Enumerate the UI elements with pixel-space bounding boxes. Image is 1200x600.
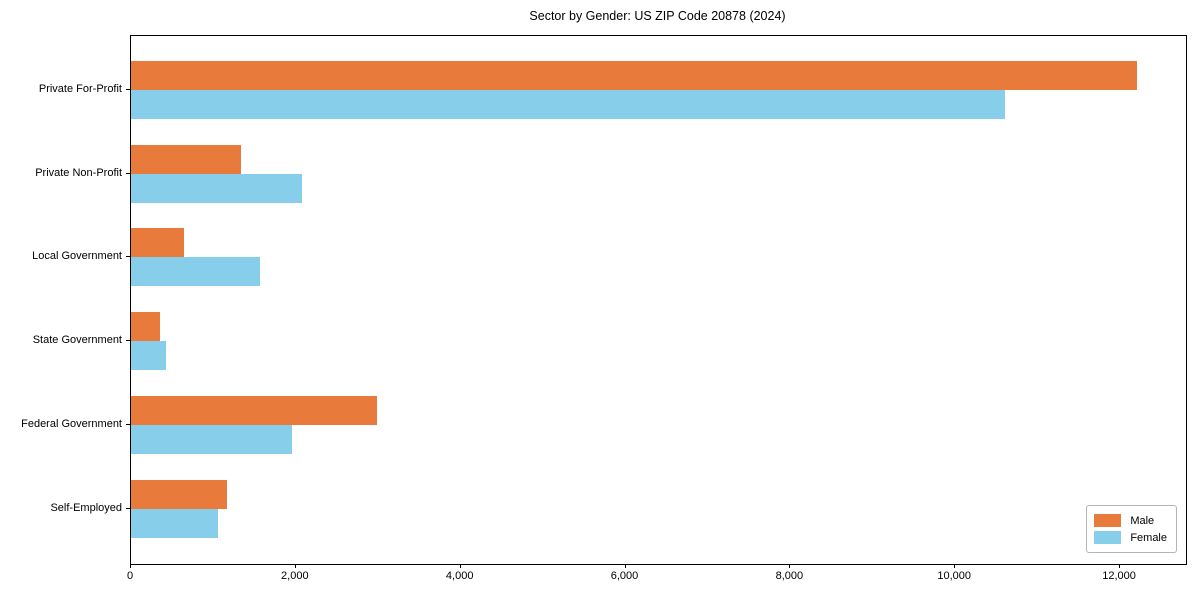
bar-female-federal-government: [131, 425, 292, 455]
y-tick-label-private-non-profit: Private Non-Profit: [35, 166, 122, 179]
bar-female-state-government: [131, 341, 167, 371]
chart-title: Sector by Gender: US ZIP Code 20878 (202…: [529, 9, 786, 23]
y-tick-mark-private-non-profit: [126, 172, 130, 174]
bar-male-self-employed: [131, 480, 228, 509]
bar-female-local-government: [131, 257, 260, 287]
bar-female-private-non-profit: [131, 173, 302, 203]
x-tick-label-6000: 6,000: [610, 570, 639, 582]
x-tick-mark-0: [130, 564, 131, 568]
bar-male-local-government: [131, 228, 184, 258]
y-tick-label-private-for-profit: Private For-Profit: [38, 82, 122, 95]
y-tick-mark-self-employed: [126, 508, 130, 509]
x-tick-mark-8000: [789, 564, 791, 568]
y-tick-label-state-government: State Government: [32, 334, 122, 347]
x-tick-label-2000: 2,000: [281, 570, 309, 582]
y-tick-mark-private-for-profit: [126, 88, 130, 90]
y-tick-mark-federal-government: [126, 424, 130, 426]
legend-entry-female: Female: [1094, 529, 1167, 546]
bar-female-self-employed: [131, 509, 219, 538]
x-tick-mark-6000: [624, 564, 626, 568]
legend-swatch-female: [1094, 531, 1122, 544]
bar-female-private-for-profit: [131, 89, 1005, 119]
x-tick-mark-2000: [294, 564, 296, 568]
x-tick-mark-12000: [1119, 564, 1121, 568]
x-tick-label-0: 0: [126, 570, 134, 582]
legend-label-female: Female: [1130, 531, 1167, 544]
y-tick-label-federal-government: Federal Government: [21, 418, 122, 431]
legend-label-male: Male: [1130, 514, 1155, 527]
bar-male-private-non-profit: [131, 144, 242, 174]
legend: Male Female: [1086, 505, 1177, 553]
y-tick-mark-local-government: [126, 256, 130, 258]
plot-area: Male Female: [130, 35, 1187, 565]
legend-entry-male: Male: [1094, 512, 1167, 529]
x-tick-mark-10000: [954, 564, 956, 568]
x-tick-mark-4000: [459, 564, 461, 568]
y-tick-mark-state-government: [126, 340, 130, 342]
x-tick-label-4000: 4,000: [445, 570, 474, 582]
y-tick-label-local-government: Local Government: [32, 250, 122, 263]
bar-male-private-for-profit: [131, 60, 1137, 90]
bar-male-state-government: [131, 312, 160, 342]
bar-male-federal-government: [131, 396, 377, 426]
x-tick-label-8000: 8,000: [775, 570, 804, 582]
x-tick-label-10000: 10,000: [937, 570, 972, 582]
y-tick-label-self-employed: Self-Employed: [50, 502, 122, 514]
legend-swatch-male: [1094, 514, 1122, 527]
x-tick-label-12000: 12,000: [1102, 570, 1136, 582]
